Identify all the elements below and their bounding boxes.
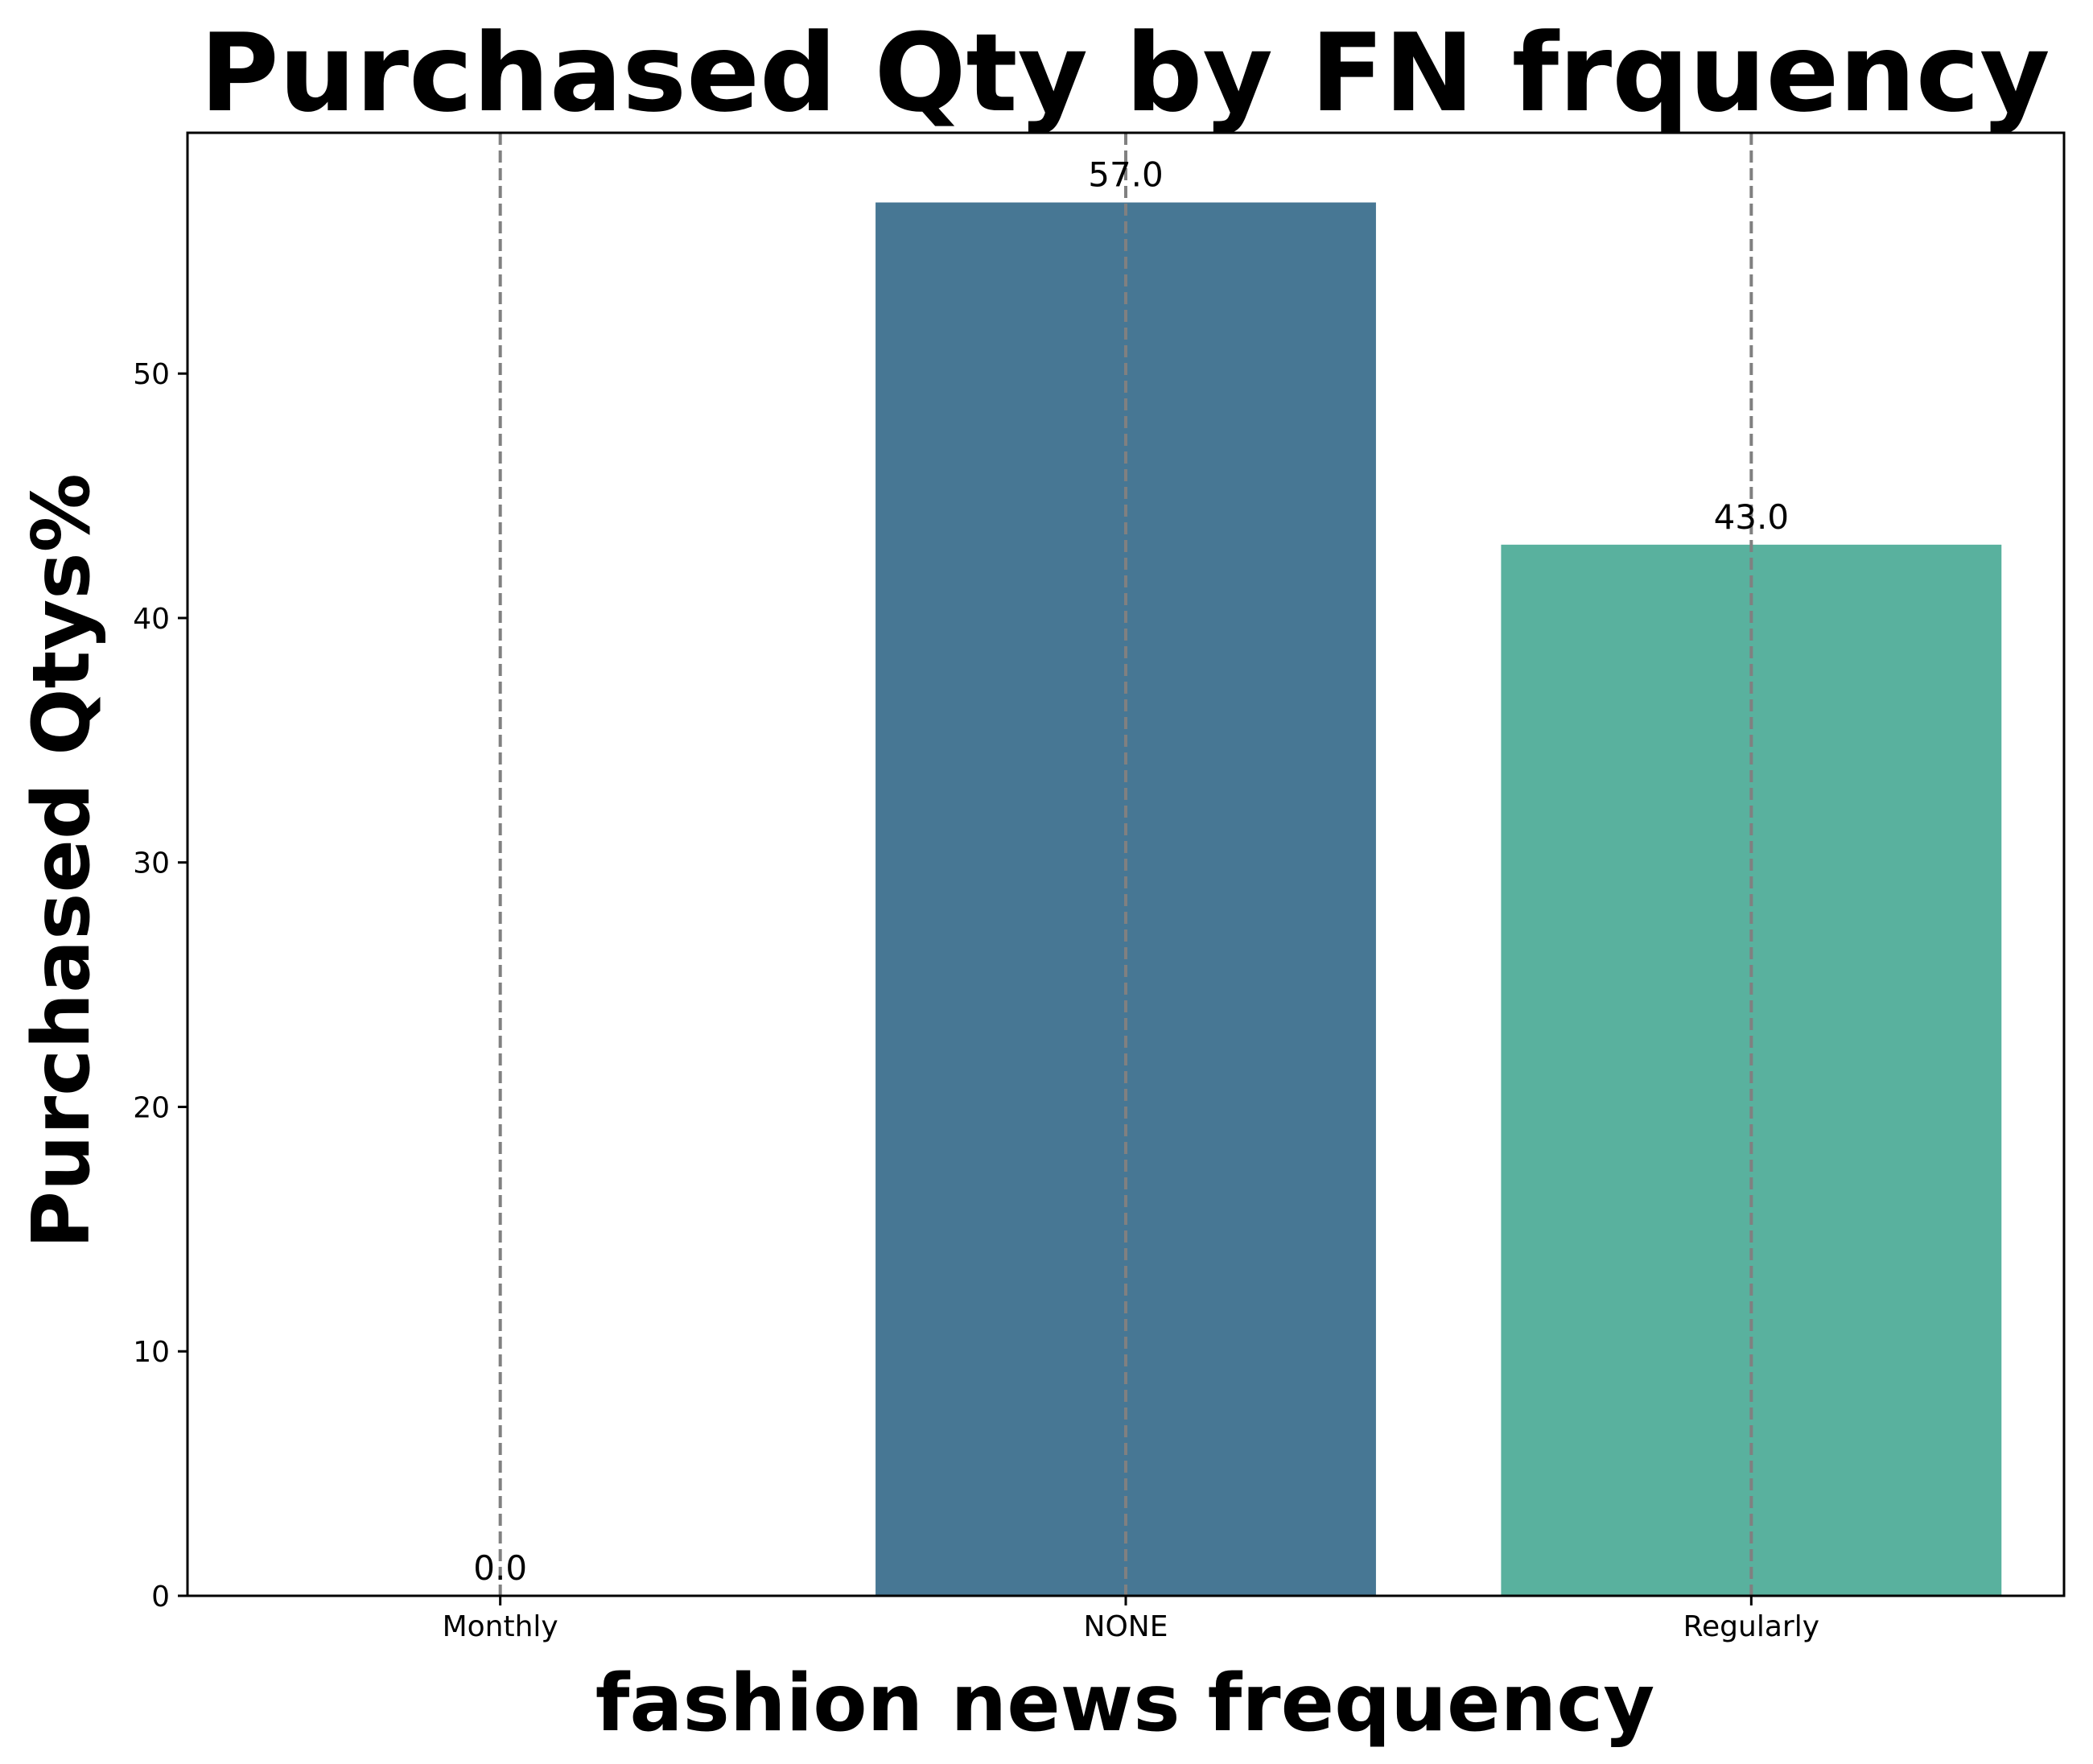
y-tick-label-20: 20 <box>133 1091 170 1124</box>
data-label-regularly: 43.0 <box>1714 497 1790 537</box>
y-tick-label-0: 0 <box>151 1581 170 1614</box>
plot-area: 0.0 57.0 43.0 <box>186 131 2066 1597</box>
data-label-monthly: 0.0 <box>473 1548 527 1588</box>
data-labels: 0.0 57.0 43.0 <box>473 155 1789 1588</box>
x-axis: Monthly NONE Regularly <box>443 1596 1819 1643</box>
y-axis: 0 10 20 30 40 50 <box>133 358 187 1614</box>
y-tick-label-10: 10 <box>133 1336 170 1369</box>
data-label-none: 57.0 <box>1088 155 1164 195</box>
y-tick-label-30: 30 <box>133 847 170 880</box>
chart-title: Purchased Qty by FN frquency <box>200 10 2050 136</box>
y-axis-label: Purchased Qtys% <box>16 473 108 1249</box>
x-tick-label-regularly: Regularly <box>1683 1610 1819 1643</box>
x-axis-label: fashion news frequency <box>595 1658 1654 1750</box>
y-tick-label-50: 50 <box>133 358 170 391</box>
grid-lines <box>498 133 1753 1596</box>
x-tick-label-monthly: Monthly <box>443 1610 558 1643</box>
y-tick-label-40: 40 <box>133 603 170 636</box>
x-tick-label-none: NONE <box>1084 1610 1168 1643</box>
